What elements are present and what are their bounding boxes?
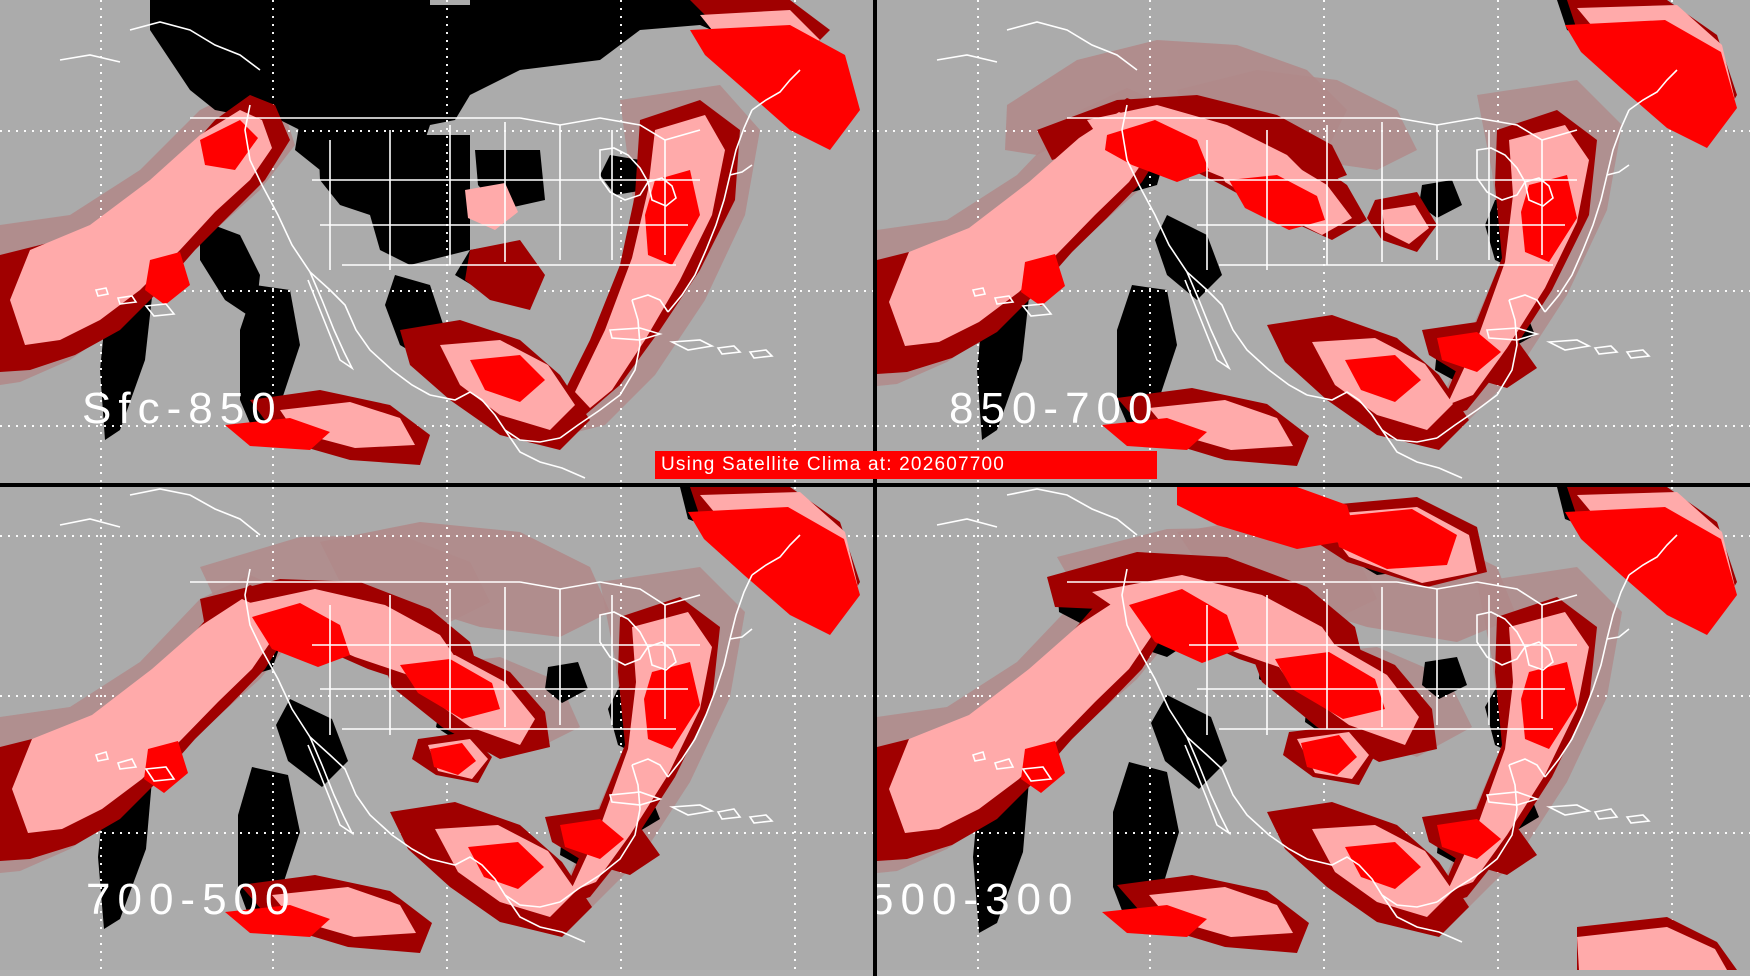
- graticule-lat: [0, 695, 873, 697]
- map-panel-sfc-850[interactable]: Sfc-850: [0, 0, 873, 483]
- panel-label-700-500: 700-500: [86, 875, 297, 924]
- graticule-lon: [1671, 487, 1673, 970]
- graticule-lon: [794, 0, 796, 483]
- map-panel-500-300[interactable]: 500-300: [877, 487, 1750, 970]
- graticule-lat: [877, 695, 1750, 697]
- timestamp-banner: Using Satellite Clima at: 202607700: [655, 451, 1157, 479]
- panel-label-500-300: 500-300: [877, 875, 1080, 924]
- graticule-lon: [1323, 487, 1325, 970]
- panel-label-850-700: 850-700: [949, 384, 1160, 433]
- graticule-lon: [1497, 0, 1499, 483]
- map-panel-850-700[interactable]: 850-700: [877, 0, 1750, 483]
- graticule-lat: [877, 290, 1750, 292]
- graticule-lon: [1671, 0, 1673, 483]
- panel-label-sfc-850: Sfc-850: [82, 384, 283, 433]
- graticule-lon: [1149, 487, 1151, 970]
- panel-separator-vertical: [873, 0, 877, 976]
- graticule-lat: [0, 832, 873, 834]
- graticule-lon: [620, 0, 622, 483]
- graticule-lat: [0, 130, 873, 132]
- graticule-lon: [446, 0, 448, 483]
- map-panel-700-500[interactable]: 700-500: [0, 487, 873, 970]
- graticule-lon: [1323, 0, 1325, 483]
- panel-separator-horizontal: [0, 483, 1750, 487]
- graticule-lon: [620, 487, 622, 970]
- graticule-lon: [794, 487, 796, 970]
- graticule-lon: [1497, 487, 1499, 970]
- timestamp-banner-text: Using Satellite Clima at: 202607700: [661, 454, 1006, 475]
- graticule-lat: [877, 130, 1750, 132]
- graticule-lat: [877, 535, 1750, 537]
- graticule-lat: [877, 832, 1750, 834]
- graticule-lon: [446, 487, 448, 970]
- graticule-lat: [0, 535, 873, 537]
- graticule-lat: [0, 290, 873, 292]
